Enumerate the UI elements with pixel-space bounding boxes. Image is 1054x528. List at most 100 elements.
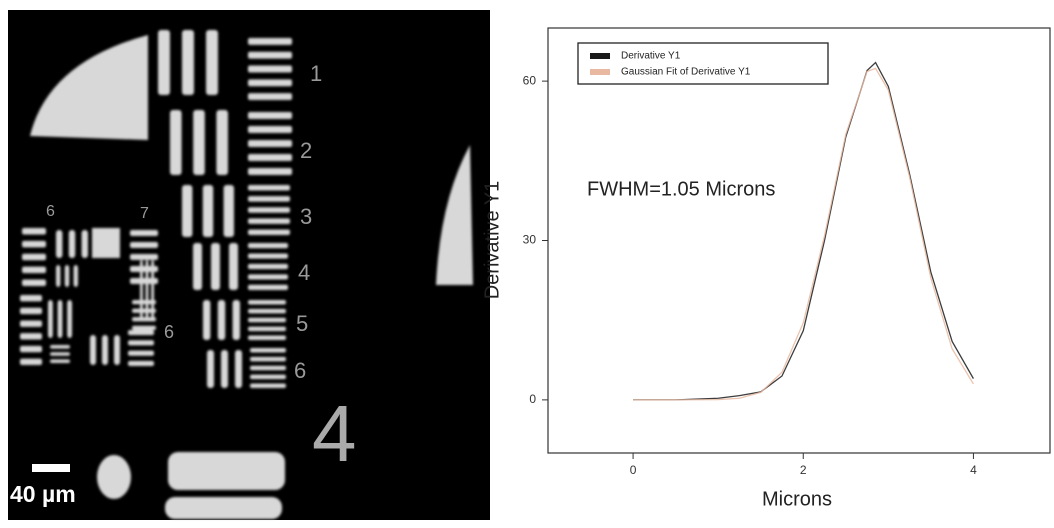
bar xyxy=(248,317,286,323)
bar xyxy=(202,185,214,237)
bar xyxy=(248,284,288,290)
bar xyxy=(67,300,72,338)
bar xyxy=(50,345,70,349)
annotation: FWHM=1.05 Microns xyxy=(587,178,775,200)
bar xyxy=(248,185,290,191)
series-line xyxy=(633,61,974,401)
bar xyxy=(250,383,286,388)
bar xyxy=(132,325,156,330)
bar xyxy=(248,65,292,73)
bar xyxy=(128,350,154,356)
bar xyxy=(248,79,292,87)
bar xyxy=(248,196,290,202)
bar xyxy=(248,253,288,259)
bar xyxy=(248,126,292,133)
bar xyxy=(235,350,242,388)
bar xyxy=(216,110,228,175)
bar xyxy=(248,51,292,59)
bar xyxy=(182,185,193,237)
bar xyxy=(140,260,143,320)
bar xyxy=(130,278,158,284)
bar xyxy=(248,326,286,332)
bar xyxy=(130,230,158,236)
element-label: 4 xyxy=(312,389,357,478)
chart: Microns Derivative Y1 FWHM=1.05 Microns … xyxy=(481,27,1051,510)
y-axis-label: Derivative Y1 xyxy=(481,181,503,300)
bar xyxy=(248,218,290,224)
bar xyxy=(223,185,234,237)
element-label: 3 xyxy=(300,204,312,229)
target-pattern xyxy=(20,30,473,519)
bar xyxy=(182,30,194,95)
bar xyxy=(132,317,156,322)
block xyxy=(168,452,285,490)
x-tick-label: 4 xyxy=(970,463,977,477)
bar xyxy=(248,263,288,270)
bar xyxy=(128,340,154,346)
element-label: 6 xyxy=(164,322,174,342)
element-label: 6 xyxy=(294,358,306,383)
series-line xyxy=(633,67,974,401)
legend-swatch xyxy=(590,69,610,75)
bar xyxy=(248,274,288,280)
bar xyxy=(20,307,42,315)
bar xyxy=(248,308,286,314)
bar xyxy=(248,229,290,235)
block xyxy=(165,497,282,519)
y-tick-label: 30 xyxy=(523,233,537,247)
bar xyxy=(248,300,286,305)
bar xyxy=(193,110,205,175)
scale-label: 40 µm xyxy=(10,481,76,507)
bar xyxy=(248,38,292,45)
bar xyxy=(248,243,288,249)
element-label: 7 xyxy=(140,205,149,222)
bar xyxy=(128,330,154,336)
bar xyxy=(56,265,61,287)
bar xyxy=(20,295,42,302)
bar xyxy=(248,168,292,175)
plot-frame xyxy=(547,27,1051,454)
bar xyxy=(57,300,63,338)
y-tick-label: 60 xyxy=(523,73,537,87)
bar xyxy=(207,350,214,388)
bar xyxy=(20,320,42,327)
scale-bar xyxy=(32,464,70,472)
bar xyxy=(248,207,290,213)
element-labels: 1 2 3 4 5 6 6 7 6 4 xyxy=(46,61,357,478)
bar xyxy=(130,266,158,272)
bar xyxy=(229,243,238,290)
wedge xyxy=(30,35,148,140)
bar xyxy=(20,345,42,353)
bar xyxy=(250,348,286,353)
bar xyxy=(81,230,88,258)
bar xyxy=(193,243,202,290)
block xyxy=(97,455,131,499)
bar xyxy=(132,308,156,313)
bar xyxy=(145,260,149,320)
bar xyxy=(56,230,63,258)
x-tick-label: 0 xyxy=(630,463,637,477)
bar xyxy=(114,335,120,365)
bar xyxy=(248,335,286,340)
bar xyxy=(217,300,226,340)
bar xyxy=(158,30,170,95)
x-tick-label: 2 xyxy=(800,463,807,477)
bar xyxy=(248,154,292,161)
bar xyxy=(20,333,42,340)
legend-swatch xyxy=(590,53,610,59)
bar xyxy=(20,358,42,365)
bar xyxy=(73,265,78,287)
bar xyxy=(22,279,46,286)
bar xyxy=(64,265,70,287)
element-label: 2 xyxy=(300,138,312,163)
legend-box xyxy=(577,42,829,85)
bar xyxy=(170,110,182,175)
element-label: 6 xyxy=(46,203,55,220)
wedge xyxy=(436,145,473,285)
bar xyxy=(206,30,218,95)
bar xyxy=(48,300,53,338)
bar xyxy=(90,335,96,365)
x-axis-label: Microns xyxy=(762,488,832,510)
bar xyxy=(132,300,156,305)
